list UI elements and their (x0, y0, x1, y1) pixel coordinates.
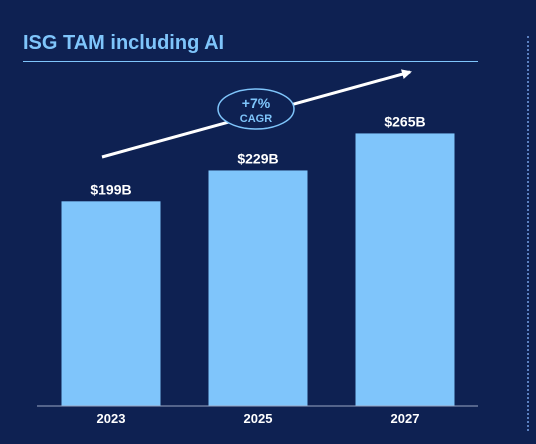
data-label-2025: $229B (237, 150, 278, 166)
bars-group (61, 133, 455, 406)
chart-title: ISG TAM including AI (23, 32, 225, 54)
x-tick-label-2027: 2027 (391, 411, 420, 426)
data-label-2027: $265B (384, 113, 425, 129)
x-tick-label-2025: 2025 (244, 411, 273, 426)
dotted-divider (527, 36, 529, 431)
cagr-label: CAGR (240, 113, 272, 125)
cagr-annotation: +7% CAGR (101, 69, 412, 159)
labels-group: $199B 2023 $229B 2025 $265B 2027 (90, 113, 425, 426)
data-label-2023: $199B (90, 181, 131, 197)
cagr-value: +7% (242, 95, 271, 111)
bar-2023 (61, 201, 161, 406)
title-underline (23, 61, 478, 62)
bar-2027 (355, 133, 455, 406)
bar-2025 (208, 170, 308, 406)
x-tick-label-2023: 2023 (97, 411, 126, 426)
cagr-ellipse (217, 88, 295, 130)
